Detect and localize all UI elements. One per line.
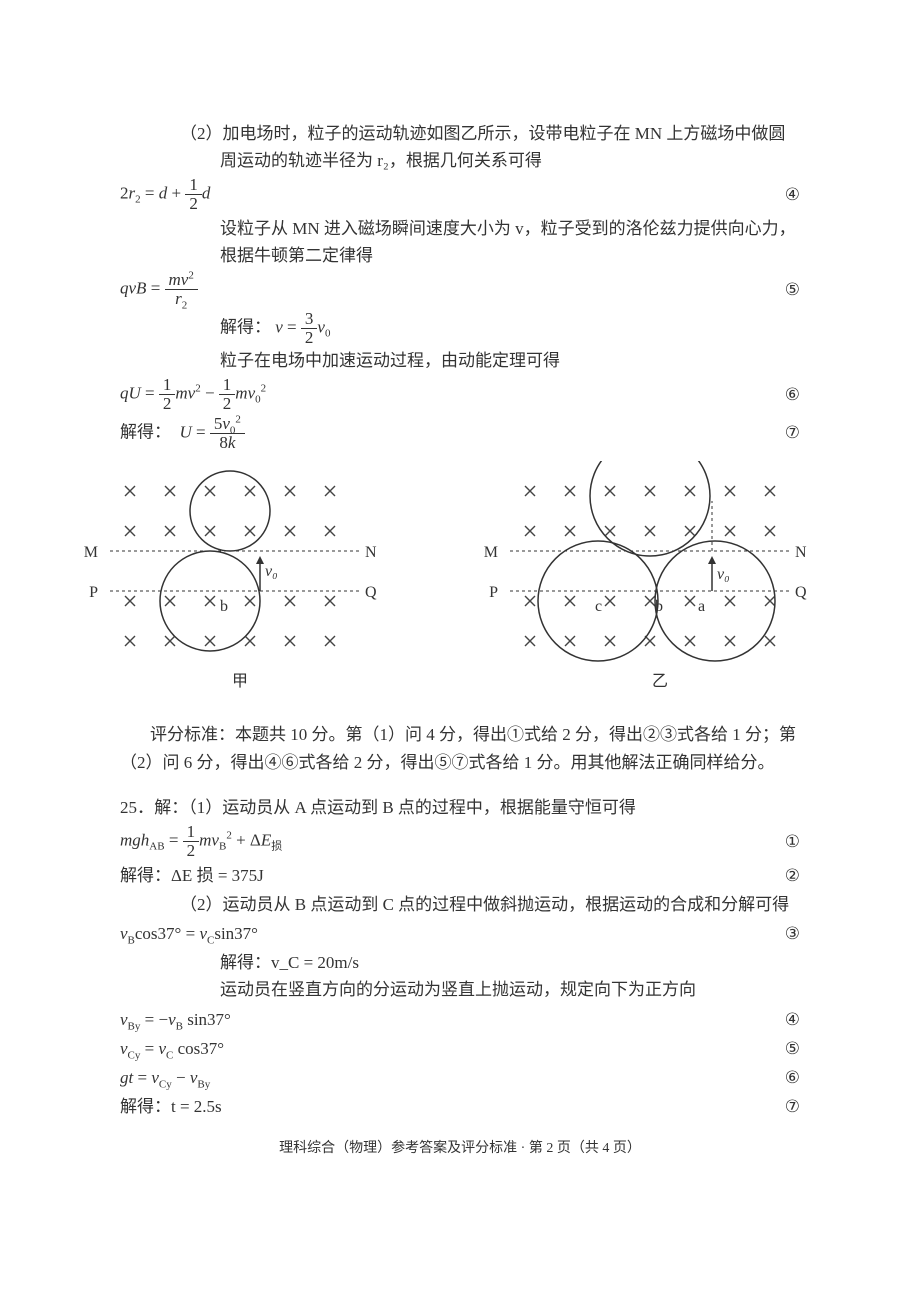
caption-yi: 乙: [652, 673, 668, 690]
q25-solve3: 解得：v_C = 20m/s: [220, 949, 800, 976]
q25-eq6: gt = vCy − vBy ⑥: [120, 1064, 800, 1091]
q25-eq2: 解得：ΔE 损 = 375J ②: [120, 862, 800, 889]
caption-jia: 甲: [232, 673, 248, 690]
q25-eq5: vCy = vC cos37° ⑤: [120, 1035, 800, 1062]
q25-eq7: 解得：t = 2.5s ⑦: [120, 1093, 800, 1120]
scoring-line1: 评分标准：本题共 10 分。第（1）问 4 分，得出①式给 2 分，得出②③式各…: [150, 721, 800, 748]
diagram-yi: M N P Q v₀ c b a 乙: [460, 461, 840, 711]
q25-eq4: vBy = −vB sin37° ④: [120, 1006, 800, 1033]
q25-eq2-lhs: 解得：ΔE 损 = 375J: [120, 862, 770, 889]
equation-5: qvB = mv2r2 ⑤: [120, 271, 800, 308]
equation-6-lhs: qU = 12mv2 − 12mv02: [120, 376, 770, 413]
label-M-jia: M: [84, 544, 98, 561]
label-c-yi: c: [595, 598, 602, 615]
label-N-jia: N: [365, 544, 377, 561]
scoring-line2: （2）问 6 分，得出④⑥式各给 2 分，得出⑤⑦式各给 1 分。用其他解法正确…: [120, 749, 800, 776]
label-v0-jia: v₀: [265, 563, 278, 580]
q25-eq2-tag: ②: [770, 862, 800, 889]
equation-6: qU = 12mv2 − 12mv02 ⑥: [120, 376, 800, 413]
q25-eq3-lhs: vBcos37° = vCsin37°: [120, 920, 770, 947]
q25-eq4-lhs: vBy = −vB sin37°: [120, 1006, 770, 1033]
q25-eq3: vBcos37° = vCsin37° ③: [120, 920, 800, 947]
q25-vert-line: 运动员在竖直方向的分运动为竖直上抛运动，规定向下为正方向: [220, 976, 800, 1003]
solve-5: 解得： v = 32v0: [220, 310, 800, 347]
q25-eq5-lhs: vCy = vC cos37°: [120, 1035, 770, 1062]
label-P-jia: P: [89, 584, 98, 601]
page-footer: 理科综合（物理）参考答案及评分标准 · 第 2 页（共 4 页）: [120, 1138, 800, 1160]
solve-7-label: 解得：: [120, 422, 171, 441]
diagram-jia: M N P Q v₀ b 甲: [60, 461, 420, 711]
equation-4-lhs: 2r2 = d + 12d: [120, 176, 770, 213]
equation-5-tag: ⑤: [770, 276, 800, 303]
p2-intro-line2: 周运动的轨迹半径为 r₂，根据几何关系可得: [220, 147, 800, 174]
equation-4: 2r2 = d + 12d ④: [120, 176, 800, 213]
q25-eq7-tag: ⑦: [770, 1093, 800, 1120]
q25-eq5-tag: ⑤: [770, 1035, 800, 1062]
label-b-yi: b: [655, 598, 663, 615]
equation-7-tag: ⑦: [770, 419, 800, 446]
label-P-yi: P: [489, 584, 498, 601]
diagram-row: M N P Q v₀ b 甲: [60, 461, 840, 711]
label-v0-yi: v₀: [717, 566, 730, 583]
label-a-yi: a: [698, 598, 705, 615]
q25-head: 解：（1）运动员从 A 点运动到 B 点的过程中，根据能量守恒可得: [154, 798, 636, 817]
q25-eq4-tag: ④: [770, 1006, 800, 1033]
p2-after5-line: 粒子在电场中加速运动过程，由动能定理可得: [220, 347, 800, 374]
equation-5-lhs: qvB = mv2r2: [120, 271, 770, 308]
q25-part2-head: （2）运动员从 B 点运动到 C 点的过程中做斜抛运动，根据运动的合成和分解可得: [180, 891, 800, 918]
q25-eq1-lhs: mghAB = 12mvB2 + ΔE损: [120, 823, 770, 860]
q25-eq6-lhs: gt = vCy − vBy: [120, 1064, 770, 1091]
label-M-yi: M: [484, 544, 498, 561]
label-Q-jia: Q: [365, 584, 377, 601]
equation-6-tag: ⑥: [770, 381, 800, 408]
label-N-yi: N: [795, 544, 807, 561]
q25-eq1: mghAB = 12mvB2 + ΔE损 ①: [120, 823, 800, 860]
q25-solve7: 解得：t = 2.5s: [120, 1093, 770, 1120]
equation-4-tag: ④: [770, 181, 800, 208]
q25-number: 25．: [120, 794, 150, 821]
p2-after4-line1: 设粒子从 MN 进入磁场瞬间速度大小为 v，粒子受到的洛伦兹力提供向心力，: [220, 215, 800, 242]
equation-7: 解得： U = 5v028k ⑦: [120, 415, 800, 452]
q25-head-row: 25． 解：（1）运动员从 A 点运动到 B 点的过程中，根据能量守恒可得: [120, 794, 800, 821]
label-Q-yi: Q: [795, 584, 807, 601]
page: （2）加电场时，粒子的运动轨迹如图乙所示，设带电粒子在 MN 上方磁场中做圆 周…: [0, 0, 920, 1302]
p2-intro-line1: （2）加电场时，粒子的运动轨迹如图乙所示，设带电粒子在 MN 上方磁场中做圆: [180, 120, 800, 147]
q25-eq3-tag: ③: [770, 920, 800, 947]
solve-5-label: 解得：: [220, 317, 271, 336]
label-b-jia: b: [220, 598, 228, 615]
q25-eq1-tag: ①: [770, 828, 800, 855]
q25-eq6-tag: ⑥: [770, 1064, 800, 1091]
p2-after4-line2: 根据牛顿第二定律得: [220, 242, 800, 269]
equation-7-lhs: 解得： U = 5v028k: [120, 415, 770, 452]
